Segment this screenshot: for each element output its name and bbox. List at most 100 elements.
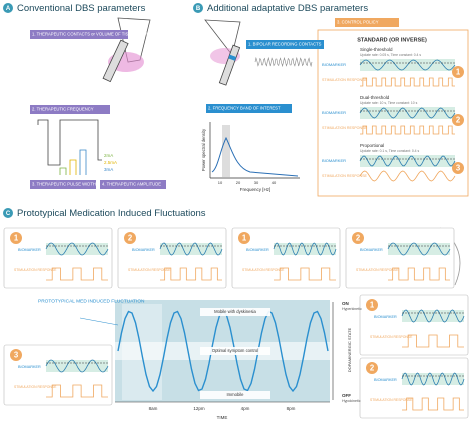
badge xyxy=(352,232,364,244)
mode-detail: Update rate: 0.1 s, Time constant: 0.4 s xyxy=(360,149,419,153)
badge-number: 1 xyxy=(242,234,247,243)
zone-tag xyxy=(200,347,270,355)
wave xyxy=(45,359,109,373)
badge xyxy=(366,299,378,311)
wave xyxy=(359,59,456,71)
wave xyxy=(359,170,456,182)
time-tick: 12pm xyxy=(193,406,205,411)
response-label: STIMULATION RESPONSE xyxy=(14,385,57,389)
label: 2. THERAPEUTIC FREQUENCY xyxy=(32,107,94,112)
section-letter: C xyxy=(6,211,11,217)
label-box xyxy=(206,104,292,113)
label: 3. CONTROL POLICY xyxy=(337,20,379,25)
time-tick: 4pm xyxy=(241,406,250,411)
label: 1. THERAPEUTIC CONTACTS or VOLUME OF TIS… xyxy=(32,32,161,37)
policy-heading: STANDARD (OR INVERSE) xyxy=(357,37,427,43)
biomarker-label: BIOMARKER xyxy=(374,378,397,382)
badge-number: 1 xyxy=(14,234,19,243)
badge xyxy=(10,232,22,244)
label-box xyxy=(30,105,110,114)
amplitude-label: 2.5mA xyxy=(104,160,117,165)
biomarker-label: BIOMARKER xyxy=(18,248,41,252)
label-box xyxy=(335,18,399,27)
label-box xyxy=(246,40,324,49)
label-box xyxy=(30,180,96,189)
response-label: STIMULATION RESPONSE xyxy=(370,335,413,339)
wave xyxy=(401,372,465,386)
biomarker-label: BIOMARKER xyxy=(360,248,383,252)
badge xyxy=(366,362,378,374)
badge-number: 1 xyxy=(370,301,375,310)
label: 3. THERAPEUTIC PULSE WIDTH xyxy=(32,182,96,187)
axis-title: Power spectral density xyxy=(201,128,206,171)
zone-tag xyxy=(200,391,270,399)
wave xyxy=(45,242,109,256)
amplitude-label: 3mA xyxy=(104,167,113,172)
section-badge xyxy=(3,3,13,13)
response-label: STIMULATION RESPONSE xyxy=(242,268,285,272)
badge xyxy=(452,114,464,126)
biomarker-label: BIOMARKER xyxy=(322,110,346,115)
amplitude-label: 2mA xyxy=(104,153,113,158)
badge-number: 3 xyxy=(456,164,461,173)
pulse-train xyxy=(160,267,222,281)
wave xyxy=(254,56,313,68)
state-axis-title: DOPAMINERGIC STATE xyxy=(347,327,352,372)
section-badge xyxy=(193,3,203,13)
pulse-train xyxy=(46,267,108,281)
badge xyxy=(452,66,464,78)
biomarker-label: BIOMARKER xyxy=(246,248,269,252)
pulse-train xyxy=(402,397,464,411)
label: 4. THERAPEUTIC AMPLITUDE xyxy=(102,182,161,187)
label-box xyxy=(36,296,112,312)
badge xyxy=(10,349,22,361)
badge xyxy=(124,232,136,244)
badge-number: 2 xyxy=(128,234,133,243)
response-label: STIMULATION RESPONSE xyxy=(322,126,367,130)
response-label: STIMULATION RESPONSE xyxy=(128,268,171,272)
axis-title: Frequency [Hz] xyxy=(240,187,271,192)
wave xyxy=(359,107,456,119)
biomarker-label: BIOMARKER xyxy=(18,365,41,369)
psd-plot xyxy=(209,122,300,179)
zone-label: Mobile with dyskinesia xyxy=(214,309,256,314)
badge-number: 3 xyxy=(14,351,19,360)
response-label: STIMULATION RESPONSE xyxy=(14,268,57,272)
biomarker-label: BIOMARKER xyxy=(374,315,397,319)
badge-number: 1 xyxy=(456,68,461,77)
pulse-train xyxy=(46,384,108,398)
state-on-sub: Hyperkinetic xyxy=(342,307,362,311)
pulse-diagram xyxy=(37,119,102,175)
mode-detail: Update rate: 0.05 s, Time constant: 0.4 … xyxy=(360,53,421,57)
label: 1. BIPOLAR RECORDING CONTACTS xyxy=(248,42,322,47)
tick-label: 10 xyxy=(218,180,223,185)
response-label: STIMULATION RESPONSE xyxy=(370,398,413,402)
label: 2. FREQUENCY BAND OF INTEREST xyxy=(208,106,281,111)
state-off-sub: Hypokinetic xyxy=(342,399,361,403)
mode-name: Dual-threshold xyxy=(360,95,390,100)
wave xyxy=(359,155,456,167)
biomarker-label: BIOMARKER xyxy=(322,158,346,163)
response-label: STIMULATION RESPONSE xyxy=(322,174,367,178)
wave xyxy=(273,242,337,256)
response-label: STIMULATION RESPONSE xyxy=(356,268,399,272)
badge-number: 2 xyxy=(356,234,361,243)
label-box xyxy=(100,180,166,189)
badge xyxy=(238,232,250,244)
badge-number: 2 xyxy=(456,116,461,125)
zone-tag xyxy=(200,308,270,316)
label-box xyxy=(30,30,128,39)
mode-name: Single-threshold xyxy=(360,47,393,52)
biomarker-label: BIOMARKER xyxy=(132,248,155,252)
wave xyxy=(401,309,465,323)
pulse-train xyxy=(360,77,455,87)
wave xyxy=(159,242,223,256)
fluctuation-label: PROTOTYPICAL MED INDUCED FLUCTUATION xyxy=(38,298,145,304)
section-letter: B xyxy=(196,6,201,12)
section-title: Conventional DBS parameters xyxy=(17,3,146,14)
zone-label: Optimal symptom control xyxy=(212,348,258,353)
pulse-train xyxy=(274,267,336,281)
electrode-a xyxy=(102,17,151,83)
response-label: STIMULATION RESPONSE xyxy=(322,78,367,82)
